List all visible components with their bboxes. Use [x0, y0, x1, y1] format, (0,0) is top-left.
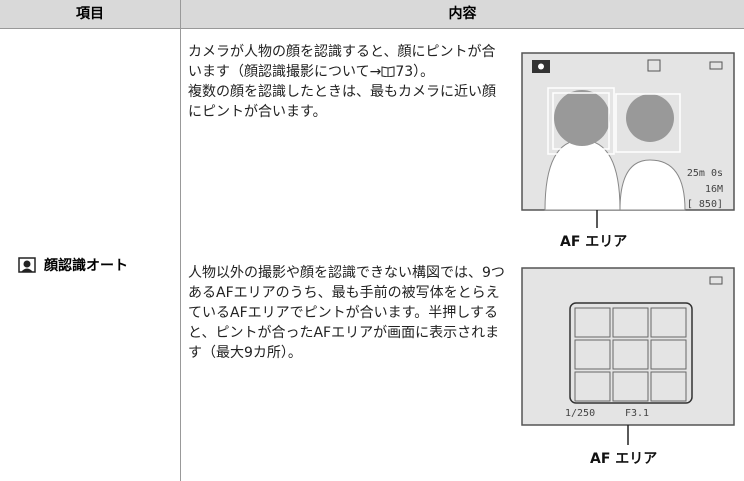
caption-2: AF エリア: [590, 451, 658, 467]
column-divider: [180, 0, 181, 481]
screen-1: 25m 0s 16M [ 850]: [521, 52, 735, 228]
shutter: 1/250: [565, 408, 595, 419]
remaining-time: 25m 0s: [687, 168, 723, 179]
item-cell: 顔認識オート: [18, 255, 128, 275]
screen-2: 1/250 F3.1: [521, 267, 735, 445]
book-icon: [381, 66, 395, 78]
item-text: 顔認識オート: [44, 258, 128, 274]
page-ref: 73: [395, 64, 414, 80]
text: 複数の顔を認識したときは、最もカメラに近い顔にピントが合います。: [188, 84, 496, 120]
paragraph-1: カメラが人物の顔を認識すると、顔にピントが合います（顔認識撮影について→ 73）。…: [188, 42, 506, 122]
text: ）。: [413, 64, 435, 80]
aperture: F3.1: [625, 408, 649, 419]
image-size: 16M: [705, 184, 723, 195]
text: カメラが人物の顔を認識すると、顔にピントが合います（顔認識撮影について→: [188, 44, 496, 80]
header-content: 内容: [181, 0, 744, 29]
paragraph-2: 人物以外の撮影や顔を認識できない構図では、9つあるAFエリアのうち、最も手前の被…: [188, 265, 505, 361]
caption-1: AF エリア: [560, 234, 628, 250]
face-icon: [18, 257, 36, 273]
header-item: 項目: [0, 0, 180, 29]
shots: [ 850]: [687, 199, 723, 210]
